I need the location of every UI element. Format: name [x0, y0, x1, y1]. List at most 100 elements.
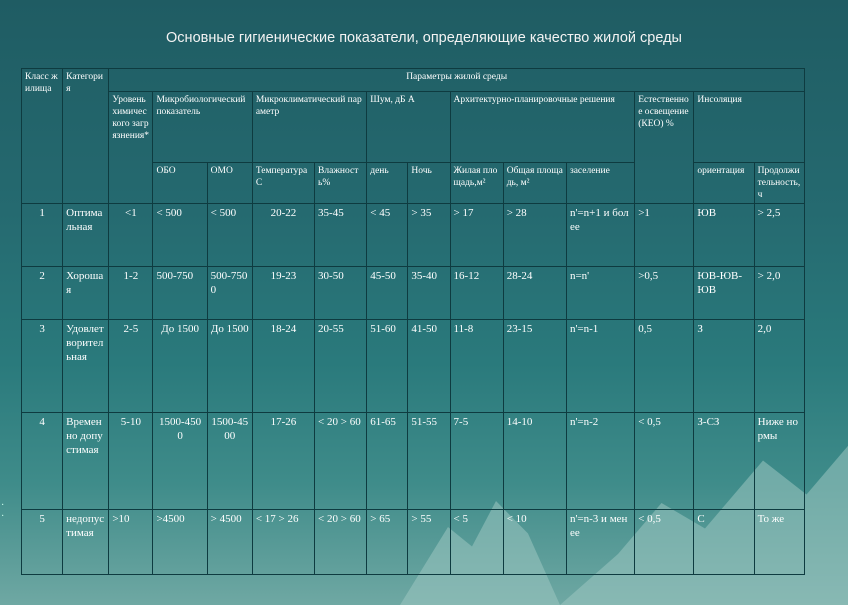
header-insol: Инсоляция — [693, 91, 805, 163]
table-row: 2 Хорошая 1-2 500-750 500-7500 19-23 30-… — [20, 266, 806, 320]
cell-keo: < 0,5 — [634, 412, 695, 510]
header-obo: ОБО — [152, 162, 208, 204]
cell-level: <1 — [108, 203, 154, 267]
cell-keo: >1 — [634, 203, 695, 267]
cell-orient: З — [693, 319, 755, 413]
cell-settle: n'=n+1 и более — [565, 203, 636, 267]
cell-keo: 0,5 — [634, 319, 695, 413]
cell-settle: n=n' — [565, 266, 636, 320]
cell-omo: > 4500 — [206, 509, 253, 575]
hygiene-indicators-table: Класс жилища Категория Параметры жилой с… — [20, 68, 806, 575]
header-duration: Продолжительность,ч — [753, 162, 806, 204]
header-humid: Влажность% — [314, 162, 368, 204]
header-micro: Микробиологический показатель — [152, 91, 253, 163]
cell-klass: 1 — [20, 203, 64, 267]
header-day: день — [366, 162, 409, 204]
cell-noise-night: 35-40 — [407, 266, 451, 320]
cell-category: Временно допустимая — [62, 412, 110, 510]
header-noise: Шум, дБ А — [366, 91, 451, 163]
cell-category: Оптимальная — [62, 203, 110, 267]
header-kategoria: Категория — [62, 68, 110, 204]
cell-temp: 19-23 — [251, 266, 316, 320]
cell-temp: < 17 > 26 — [251, 509, 316, 575]
cell-humidity: < 20 > 60 — [314, 509, 368, 575]
table-row: 3 Удовлетворительная 2-5 До 1500 До 1500… — [20, 319, 806, 413]
header-row-1: Класс жилища Категория Параметры жилой с… — [20, 68, 805, 204]
cell-duration: 2,0 — [753, 319, 806, 413]
header-arch: Архитектурно-планировочные решения — [449, 91, 636, 163]
cell-level: 5-10 — [108, 412, 154, 510]
header-night: Ночь — [407, 162, 451, 204]
cell-noise-day: 45-50 — [366, 266, 409, 320]
cell-category: недопустимая — [62, 509, 110, 575]
header-orient: ориентация — [693, 162, 755, 204]
cell-obo: 500-750 — [152, 266, 208, 320]
cell-living-area: 7-5 — [449, 412, 504, 510]
header-row-2: Уровень химического загрязнения* Микроби… — [22, 91, 805, 204]
cell-obo: < 500 — [152, 203, 208, 267]
cell-omo: < 500 — [206, 203, 253, 267]
table-row: 1 Оптимальная <1 < 500 < 500 20-22 35-45… — [20, 203, 806, 267]
cell-omo: До 1500 — [206, 319, 253, 413]
cell-category: Удовлетворительная — [62, 319, 110, 413]
cell-keo: >0,5 — [634, 266, 695, 320]
cell-duration: То же — [753, 509, 806, 575]
slide-marker-dots: · · — [1, 500, 5, 522]
cell-level: >10 — [108, 509, 154, 575]
cell-noise-day: < 45 — [366, 203, 409, 267]
header-natural-light: Естественное освещение (КЕО) % — [634, 91, 695, 204]
cell-orient: З-СЗ — [693, 412, 755, 510]
cell-noise-day: 61-65 — [366, 412, 409, 510]
cell-noise-night: 51-55 — [407, 412, 451, 510]
header-row-3: ОБО ОМО Температура С Влажность% день Но… — [22, 162, 806, 204]
cell-omo: 500-7500 — [206, 266, 253, 320]
header-klass: Класс жилища — [20, 68, 64, 204]
cell-total-area: 23-15 — [502, 319, 567, 413]
table-row: 5 недопустимая >10 >4500 > 4500 < 17 > 2… — [20, 509, 806, 575]
cell-orient: С — [693, 509, 755, 575]
cell-living-area: > 17 — [449, 203, 504, 267]
cell-klass: 4 — [20, 412, 64, 510]
cell-total-area: 28-24 — [502, 266, 567, 320]
cell-total-area: < 10 — [502, 509, 567, 575]
cell-humidity: 35-45 — [314, 203, 368, 267]
header-params: Параметры жилой среды — [108, 68, 805, 92]
cell-temp: 17-26 — [251, 412, 316, 510]
cell-orient: ЮВ-ЮВ-ЮВ — [693, 266, 755, 320]
cell-humidity: 30-50 — [314, 266, 368, 320]
cell-duration: Ниже нормы — [753, 412, 806, 510]
cell-humidity: < 20 > 60 — [314, 412, 368, 510]
header-temp: Температура С — [251, 162, 316, 204]
cell-humidity: 20-55 — [314, 319, 368, 413]
cell-klass: 2 — [20, 266, 64, 320]
header-total-area: Общая площадь, м² — [502, 162, 567, 204]
cell-noise-night: > 35 — [407, 203, 451, 267]
table-row: 4 Временно допустимая 5-10 1500-4500 150… — [20, 412, 806, 510]
cell-category: Хорошая — [62, 266, 110, 320]
cell-obo: 1500-4500 — [152, 412, 208, 510]
cell-omo: 1500-4500 — [206, 412, 253, 510]
cell-obo: До 1500 — [152, 319, 208, 413]
cell-total-area: > 28 — [502, 203, 567, 267]
cell-keo: < 0,5 — [634, 509, 695, 575]
cell-total-area: 14-10 — [502, 412, 567, 510]
header-microclimate: Микроклиматический параметр — [251, 91, 368, 163]
cell-duration: > 2,0 — [753, 266, 806, 320]
header-omo: ОМО — [206, 162, 253, 204]
slide-title: Основные гигиенические показатели, опред… — [166, 30, 682, 46]
header-settle: заселение — [565, 162, 636, 204]
cell-klass: 5 — [20, 509, 64, 575]
cell-noise-night: > 55 — [407, 509, 451, 575]
cell-noise-day: > 65 — [366, 509, 409, 575]
cell-settle: n'=n-1 — [565, 319, 636, 413]
cell-living-area: 11-8 — [449, 319, 504, 413]
cell-duration: > 2,5 — [753, 203, 806, 267]
cell-living-area: 16-12 — [449, 266, 504, 320]
cell-settle: n'=n-2 — [565, 412, 636, 510]
cell-obo: >4500 — [152, 509, 208, 575]
cell-temp: 18-24 — [251, 319, 316, 413]
header-uroven: Уровень химического загрязнения* — [108, 91, 154, 204]
cell-noise-day: 51-60 — [366, 319, 409, 413]
cell-living-area: < 5 — [449, 509, 504, 575]
cell-klass: 3 — [20, 319, 64, 413]
